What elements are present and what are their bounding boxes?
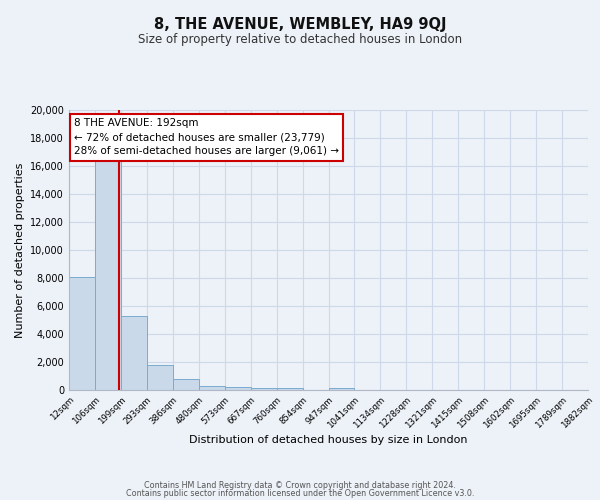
Bar xyxy=(251,388,277,390)
Bar xyxy=(277,388,302,390)
Bar xyxy=(199,386,224,390)
Bar xyxy=(147,365,173,390)
Bar xyxy=(173,379,199,390)
Bar xyxy=(329,388,355,390)
Bar xyxy=(225,387,251,390)
Bar xyxy=(69,276,95,390)
Bar xyxy=(121,316,147,390)
X-axis label: Distribution of detached houses by size in London: Distribution of detached houses by size … xyxy=(189,436,468,446)
Text: 8, THE AVENUE, WEMBLEY, HA9 9QJ: 8, THE AVENUE, WEMBLEY, HA9 9QJ xyxy=(154,18,446,32)
Text: Contains HM Land Registry data © Crown copyright and database right 2024.: Contains HM Land Registry data © Crown c… xyxy=(144,480,456,490)
Y-axis label: Number of detached properties: Number of detached properties xyxy=(15,162,25,338)
Text: Size of property relative to detached houses in London: Size of property relative to detached ho… xyxy=(138,32,462,46)
Text: 8 THE AVENUE: 192sqm
← 72% of detached houses are smaller (23,779)
28% of semi-d: 8 THE AVENUE: 192sqm ← 72% of detached h… xyxy=(74,118,339,156)
Bar xyxy=(95,158,121,390)
Text: Contains public sector information licensed under the Open Government Licence v3: Contains public sector information licen… xyxy=(126,489,474,498)
